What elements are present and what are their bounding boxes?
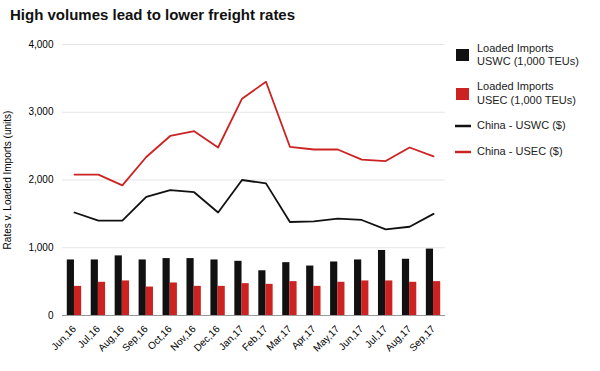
svg-text:1,000: 1,000: [28, 242, 53, 253]
svg-text:Sep,16: Sep,16: [120, 323, 150, 353]
svg-text:Aug,16: Aug,16: [95, 323, 126, 354]
svg-text:Rates v. Loaded Imports (units: Rates v. Loaded Imports (units): [2, 111, 13, 250]
svg-text:Oct,16: Oct,16: [145, 323, 174, 352]
svg-text:Apr,17: Apr,17: [289, 323, 318, 352]
html-text:China - USWC ($): China - USWC ($): [477, 119, 566, 132]
svg-text:Jan,17: Jan,17: [216, 323, 246, 353]
svg-text:Jul,17: Jul,17: [362, 323, 390, 350]
svg-text:Dec,16: Dec,16: [192, 323, 222, 353]
svg-text:Feb,17: Feb,17: [240, 323, 270, 353]
svg-text:0: 0: [48, 310, 54, 321]
svg-text:4,000: 4,000: [28, 39, 53, 50]
svg-text:Nov,16: Nov,16: [168, 323, 198, 353]
html-text:China - USEC ($): China - USEC ($): [477, 145, 563, 158]
html-text:Loaded Imports USWC (1,000 TEU: Loaded Imports USWC (1,000 TEUs): [477, 42, 579, 68]
html-text:High volumes lead to lower fre: High volumes lead to lower freight rates: [10, 6, 296, 23]
svg-text:Jun,16: Jun,16: [49, 323, 78, 352]
svg-text:Sep,17: Sep,17: [407, 323, 437, 353]
svg-text:2,000: 2,000: [28, 174, 53, 185]
svg-text:May,17: May,17: [311, 323, 342, 354]
svg-text:Aug,17: Aug,17: [383, 323, 414, 354]
html-text:Loaded Imports USEC (1,000 TEU: Loaded Imports USEC (1,000 TEUs): [477, 80, 576, 106]
svg-text:Jun,17: Jun,17: [336, 323, 365, 352]
svg-text:3,000: 3,000: [28, 106, 53, 117]
svg-text:Mar,17: Mar,17: [264, 323, 294, 353]
svg-text:Jul,16: Jul,16: [75, 323, 103, 350]
